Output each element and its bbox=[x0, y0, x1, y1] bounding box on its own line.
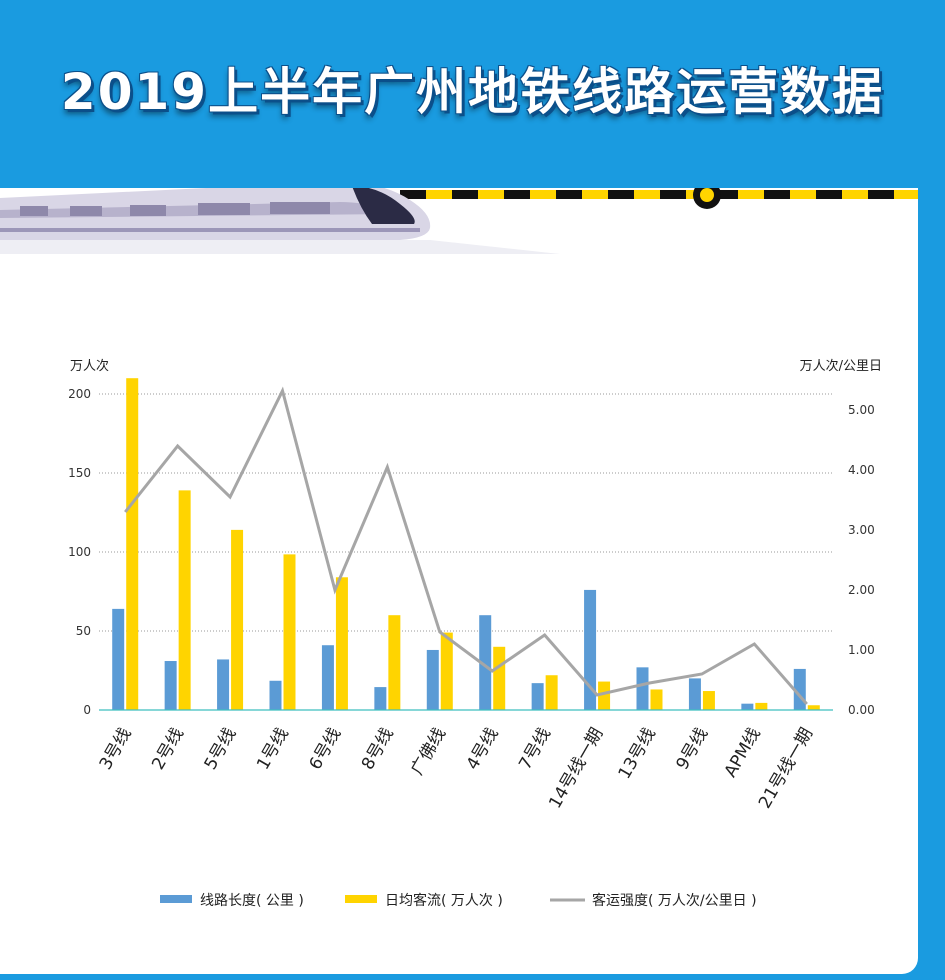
page-title: 2019上半年广州地铁线路运营数据 bbox=[60, 63, 885, 121]
x-category-label: 5号线 bbox=[201, 725, 241, 774]
track-stripe-segment bbox=[816, 190, 842, 199]
bar-flow bbox=[126, 378, 139, 710]
track-stripe-segment bbox=[478, 190, 504, 199]
x-category-label: 4号线 bbox=[463, 725, 503, 774]
y-right-tick: 5.00 bbox=[848, 403, 875, 417]
track-stripe-segment bbox=[504, 190, 530, 199]
y-left-unit: 万人次 bbox=[70, 358, 109, 374]
track-stripe-segment bbox=[452, 190, 478, 199]
track-stripe-segment bbox=[738, 190, 764, 199]
x-category-label: APM线 bbox=[721, 725, 765, 781]
track-stripe-segment bbox=[660, 190, 686, 199]
bar-flow bbox=[440, 632, 453, 710]
bar-length bbox=[112, 608, 125, 710]
y-left-tick: 50 bbox=[76, 624, 91, 638]
y-right-unit: 万人次/公里日 bbox=[800, 358, 882, 374]
bar-length bbox=[374, 687, 387, 710]
y-right-tick: 3.00 bbox=[848, 523, 875, 537]
bar-flow bbox=[493, 646, 506, 710]
bar-length bbox=[531, 683, 544, 710]
bar-flow bbox=[283, 554, 296, 710]
track-knob-center-icon bbox=[700, 188, 714, 202]
track-stripe-segment bbox=[764, 190, 790, 199]
track-stripe-segment bbox=[868, 190, 894, 199]
track-stripe-segment bbox=[400, 190, 426, 199]
train-banner bbox=[0, 188, 918, 254]
bar-length bbox=[269, 680, 282, 710]
y-left-tick: 0 bbox=[83, 703, 91, 717]
track-stripe-segment bbox=[790, 190, 816, 199]
x-category-label: 14号线一期 bbox=[545, 725, 607, 813]
chart: 万人次 万人次/公里日 0 50 100 150 200 0.00 1.00 2.00 3.00 4.… bbox=[68, 358, 882, 909]
y-right-tick: 1.00 bbox=[848, 643, 875, 657]
track-stripe-segment bbox=[712, 190, 738, 199]
legend-label-flow: 日均客流( 万人次 ) bbox=[385, 892, 503, 909]
y-right-tick: 0.00 bbox=[848, 703, 875, 717]
x-category-label: 13号线 bbox=[615, 725, 660, 783]
bar-flow bbox=[702, 691, 715, 710]
bar-length bbox=[741, 703, 754, 710]
track-stripe-segment bbox=[842, 190, 868, 199]
bar-flow bbox=[650, 689, 663, 710]
train-icon bbox=[0, 188, 560, 254]
legend-label-intensity: 客运强度( 万人次/公里日 ) bbox=[592, 892, 757, 909]
legend-label-length: 线路长度( 公里 ) bbox=[200, 893, 304, 909]
bar-flow bbox=[598, 681, 611, 710]
bar-length bbox=[164, 661, 177, 710]
bar-length bbox=[636, 667, 649, 710]
x-category-label: 2号线 bbox=[148, 725, 188, 774]
bar-length bbox=[584, 589, 597, 710]
y-right-tick: 2.00 bbox=[848, 583, 875, 597]
y-left-tick: 200 bbox=[68, 387, 91, 401]
track-stripe-segment bbox=[556, 190, 582, 199]
x-category-label: 7号线 bbox=[515, 725, 555, 774]
track-stripe-segment bbox=[894, 190, 918, 199]
y-left-tick: 100 bbox=[68, 545, 91, 559]
bar-length bbox=[217, 659, 230, 710]
x-category-label: 广佛线 bbox=[407, 725, 450, 779]
y-right-tick: 4.00 bbox=[848, 463, 875, 477]
x-category-label: 9号线 bbox=[673, 725, 713, 774]
bar-length bbox=[688, 678, 701, 710]
track-stripe-segment bbox=[608, 190, 634, 199]
track-stripe-segment bbox=[530, 190, 556, 199]
legend-swatch-flow bbox=[345, 895, 377, 903]
x-category-label: 21号线一期 bbox=[755, 725, 817, 813]
chart-panel: 万人次 万人次/公里日 0 50 100 150 200 0.00 1.00 2.00 3.00 4.… bbox=[0, 188, 918, 974]
y-left-tick: 150 bbox=[68, 466, 91, 480]
track-stripe bbox=[400, 190, 918, 199]
bar-flow bbox=[755, 702, 768, 710]
bar-length bbox=[479, 615, 492, 710]
bar-length bbox=[321, 645, 334, 710]
x-category-label: 3号线 bbox=[96, 725, 136, 774]
bar-flow bbox=[545, 675, 558, 710]
series-line-intensity bbox=[124, 386, 808, 705]
legend-swatch-length bbox=[160, 895, 192, 903]
bar-flow bbox=[388, 615, 401, 710]
track-stripe-segment bbox=[426, 190, 452, 199]
bar-flow bbox=[178, 490, 191, 710]
bar-flow bbox=[807, 705, 820, 710]
x-category-label: 1号线 bbox=[253, 725, 293, 774]
bar-length bbox=[426, 649, 439, 710]
bar-flow bbox=[335, 577, 348, 710]
x-category-label: 6号线 bbox=[306, 725, 346, 774]
x-category-label: 8号线 bbox=[358, 725, 398, 774]
track-stripe-segment bbox=[634, 190, 660, 199]
track-stripe-segment bbox=[582, 190, 608, 199]
bar-flow bbox=[231, 529, 244, 710]
